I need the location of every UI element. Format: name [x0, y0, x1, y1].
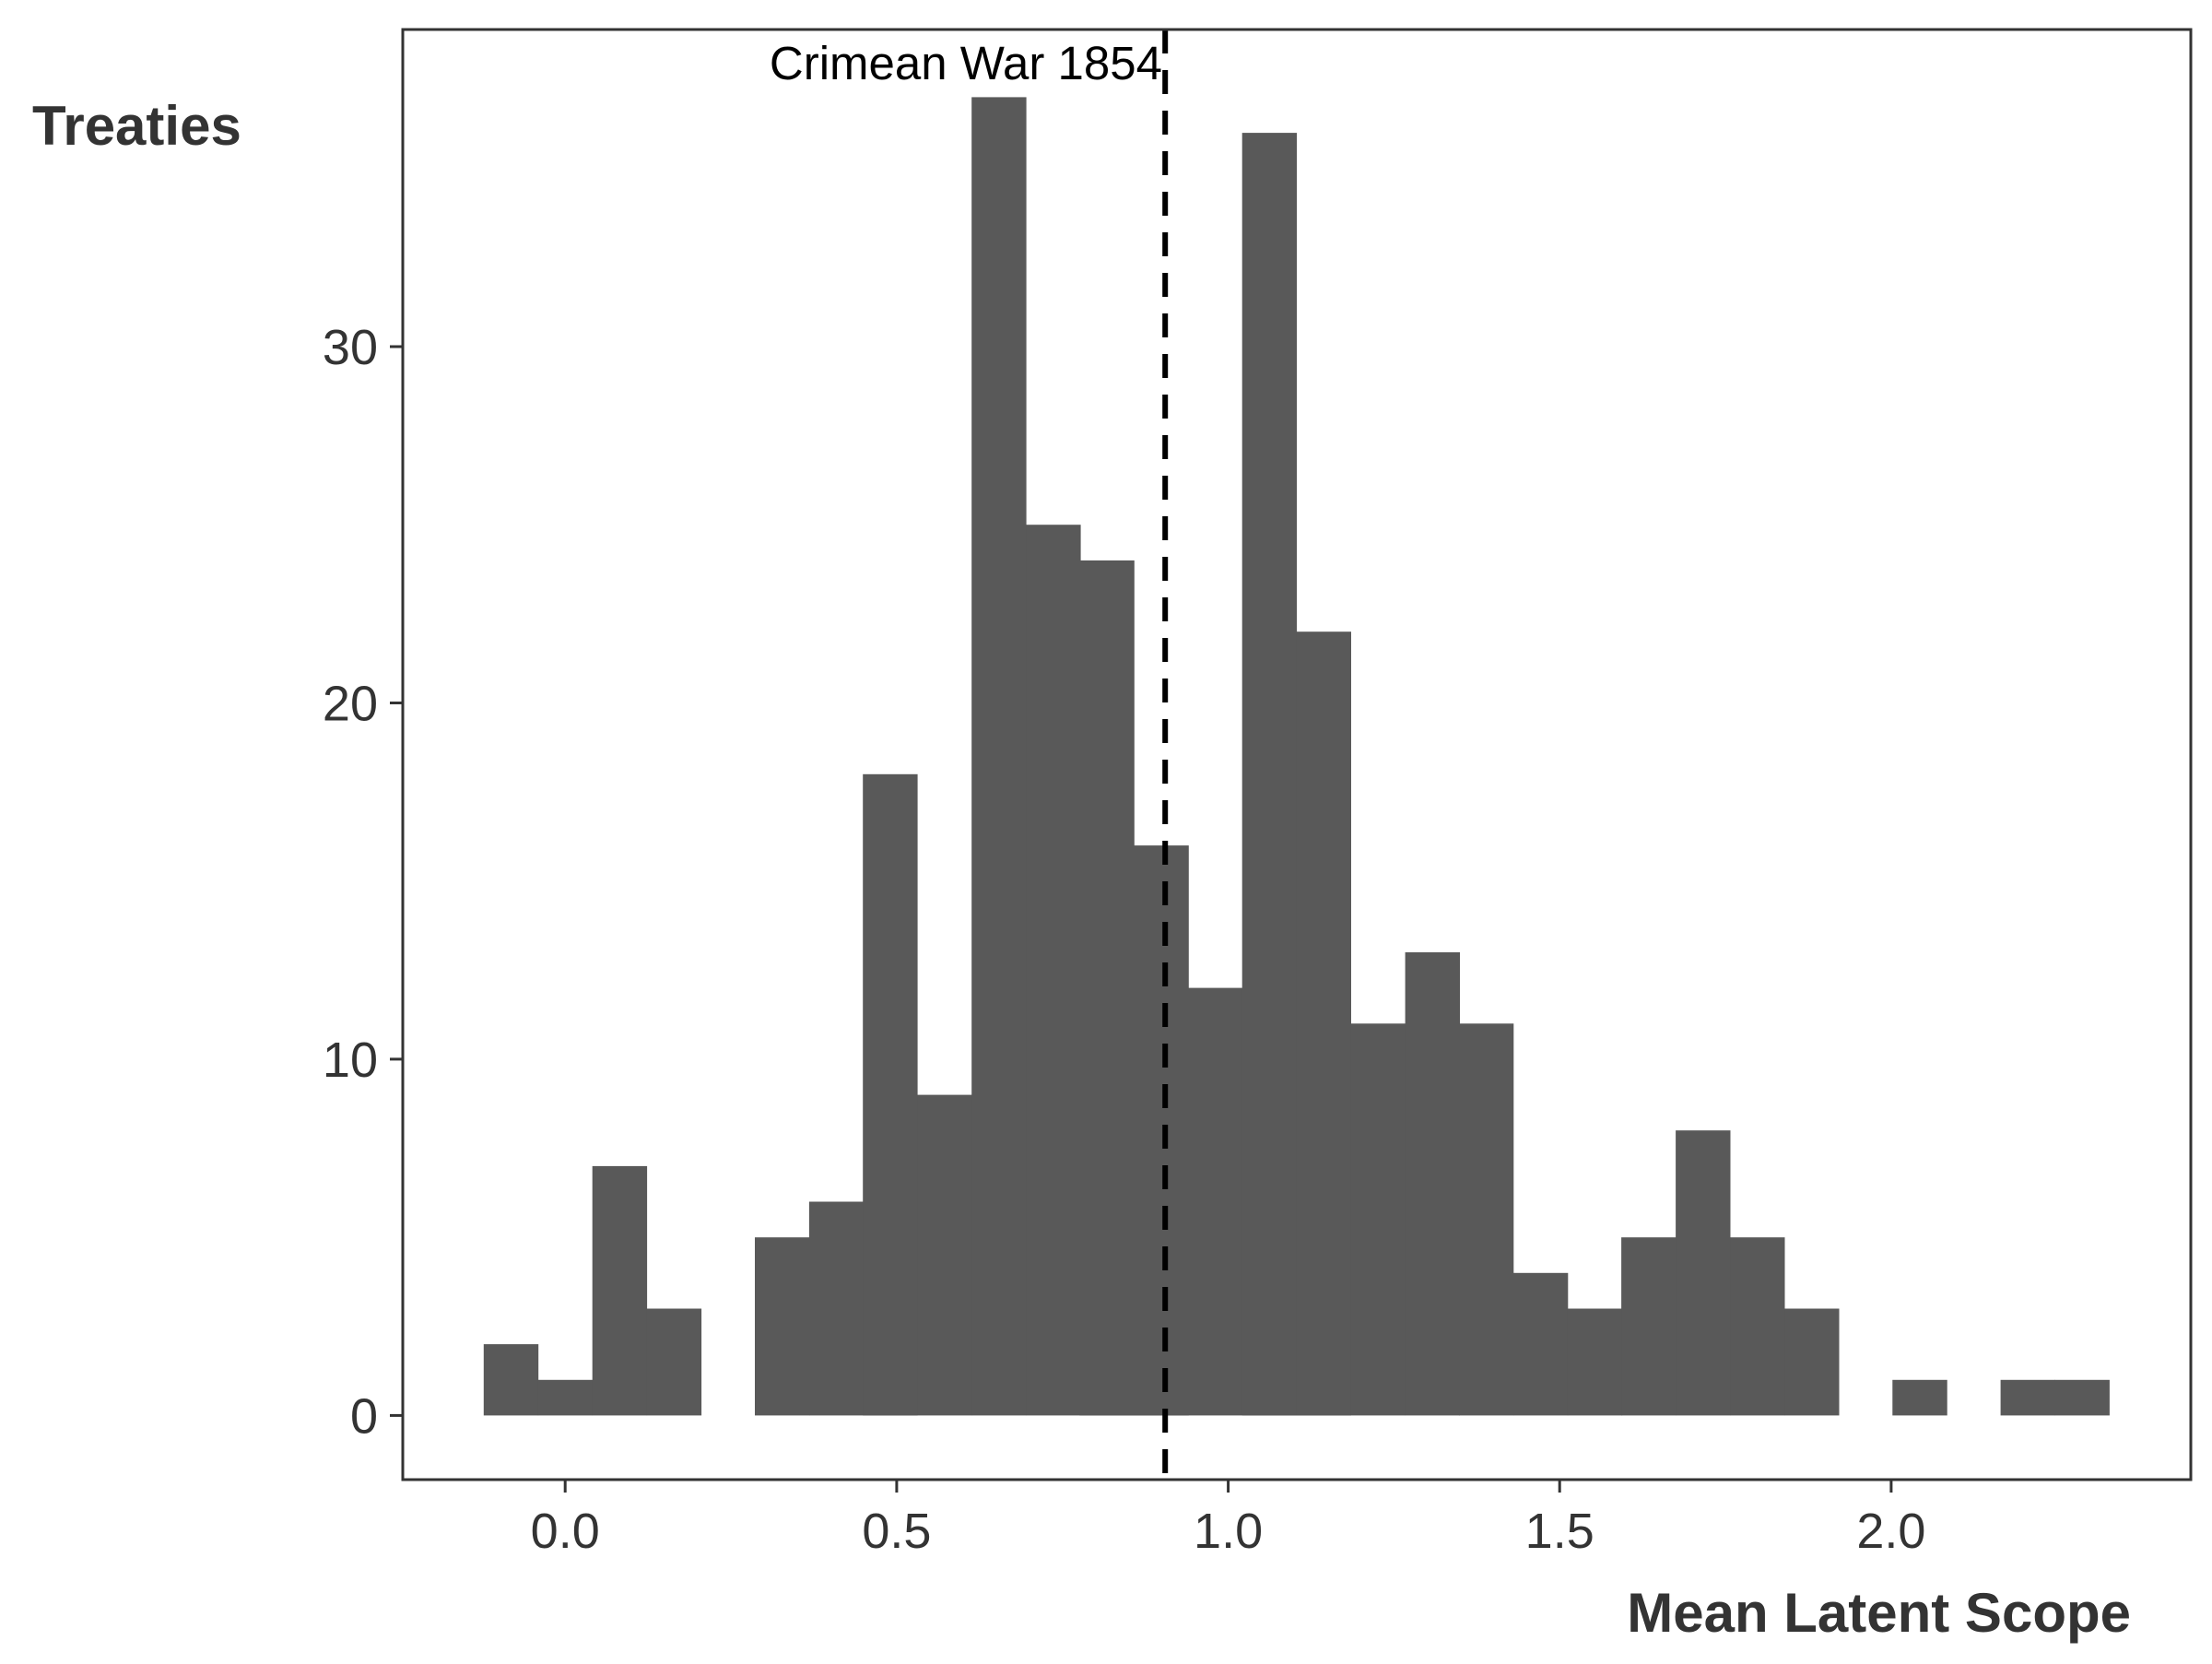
histogram-bar: [755, 1237, 810, 1416]
bars-layer: [483, 97, 2110, 1416]
histogram-bar: [1892, 1379, 1947, 1416]
histogram-bar: [1621, 1237, 1677, 1416]
y-tick-label: 30: [323, 320, 378, 375]
y-tick-label: 10: [323, 1033, 378, 1088]
histogram-bar: [483, 1344, 539, 1416]
axes-layer: 0.0 0.5 1.0 1.5 2.0 0 10 20 30: [323, 320, 1926, 1559]
y-tick-label: 0: [350, 1388, 378, 1444]
histogram-bar: [1784, 1308, 1840, 1416]
histogram-bar: [1350, 1023, 1406, 1416]
histogram-bar: [1458, 1023, 1514, 1416]
histogram-bar: [808, 1201, 865, 1416]
histogram-bar: [2000, 1379, 2055, 1416]
x-tick-label: 0.5: [862, 1504, 931, 1559]
histogram-bar: [1676, 1130, 1731, 1416]
histogram-bar: [2054, 1379, 2110, 1416]
histogram-bar: [863, 773, 918, 1416]
histogram-bar: [1512, 1272, 1569, 1416]
histogram-bar: [646, 1308, 702, 1416]
x-tick-label: 0.0: [531, 1504, 600, 1559]
histogram-bar: [1296, 631, 1351, 1416]
histogram-bar: [1188, 987, 1243, 1416]
x-axis-title: Mean Latent Scope: [1627, 1582, 2131, 1644]
x-tick-label: 2.0: [1856, 1504, 1925, 1559]
histogram-bar: [1405, 952, 1460, 1416]
histogram-bar: [1730, 1237, 1785, 1416]
histogram-bar: [537, 1379, 594, 1416]
histogram-bar: [1079, 560, 1135, 1416]
y-axis-title: Treaties: [32, 95, 241, 157]
histogram-bar: [1026, 525, 1081, 1416]
x-tick-label: 1.5: [1525, 1504, 1594, 1559]
plot-panel-border: [401, 28, 2193, 1481]
x-tick-label: 1.0: [1194, 1504, 1263, 1559]
histogram-bar: [1241, 133, 1298, 1416]
histogram-bar: [1567, 1308, 1623, 1416]
y-tick-label: 20: [323, 677, 378, 732]
histogram-bar: [971, 97, 1027, 1416]
histogram-bar: [917, 1094, 972, 1416]
reference-line-label: Crimean War 1854: [770, 37, 1162, 89]
histogram-bar: [1134, 845, 1189, 1416]
histogram-bar: [592, 1165, 648, 1416]
